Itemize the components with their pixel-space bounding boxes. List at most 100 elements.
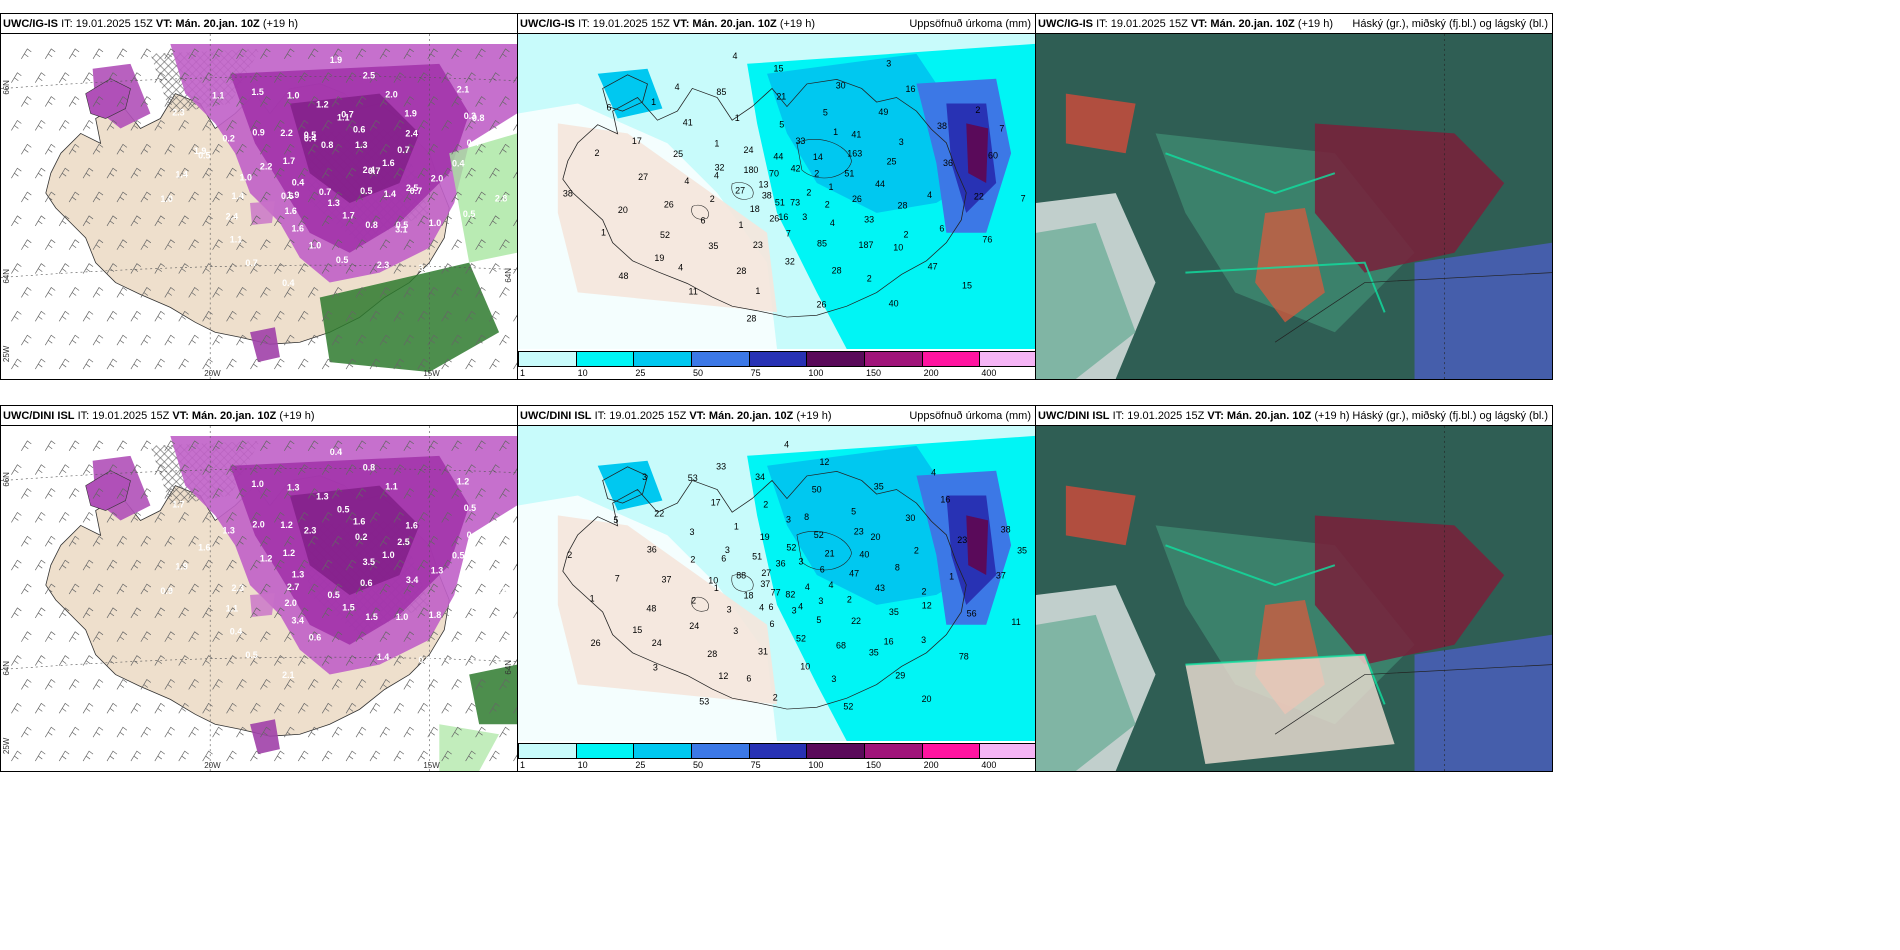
precip-value-label: 3 (690, 527, 695, 537)
precip-value-label: 2 (914, 545, 919, 555)
precip-value-label: 2 (595, 148, 600, 158)
snow-field (250, 593, 275, 617)
rain-field (469, 664, 517, 725)
precip-value-label: 3 (727, 604, 732, 614)
colorbar-tick-label: 200 (923, 760, 939, 770)
precip-value-label: 3 (725, 545, 730, 555)
precip-value-label: 41 (683, 118, 693, 128)
precip-value-label: 163 (847, 149, 862, 159)
snow-value-label: 0.4 (330, 447, 342, 457)
cloud-map-panel-ig: UWC/IG-IS IT: 19.01.2025 15Z VT: Mán. 20… (1035, 13, 1553, 380)
precip-value-label: 3 (899, 137, 904, 147)
precipitation-map[interactable]: 2 26 32 41 10 19 4 7 3 2 5 4 1 2 3 2 1 1 3 2 1 4 1 7 4 5 6 11 6 2 4 6 1 3… (518, 34, 1035, 349)
snow-value-label: 1.1 (337, 113, 349, 123)
snow-value-label: 0.6 (353, 125, 365, 135)
cloud-cover-map[interactable] (1036, 426, 1552, 771)
precip-value-label: 2 (847, 595, 852, 605)
snow-value-label: 0.4 (292, 178, 304, 188)
snow-value-label: 0.5 (360, 186, 372, 196)
cloud-cover-map[interactable] (1036, 34, 1552, 379)
precip-value-label: 8 (895, 562, 900, 572)
precip-value-label: 44 (875, 179, 885, 189)
precip-value-label: 4 (714, 171, 719, 181)
map-border (1274, 272, 1552, 343)
glacier-outline (796, 139, 853, 179)
precip-value-label: 24 (689, 621, 699, 631)
snow-value-label: 2.4 (226, 212, 238, 222)
precip-value-label: 2 (814, 168, 819, 178)
precip-value-label: 43 (875, 583, 885, 593)
panel-header: UWC/IG-IS IT: 19.01.2025 15Z VT: Mán. 20… (1, 14, 517, 34)
colorbar-swatch (518, 743, 577, 759)
precip-value-label: 18 (744, 590, 754, 600)
precip-value-label: 4 (759, 602, 764, 612)
snow-depth-map[interactable]: 20W 15W 66N 64N 25W 64N 2.4 1.9 1.1 0.5 0.5 0.3 0.4 0… (1, 34, 517, 379)
precip-value-label: 10 (708, 576, 718, 586)
precip-value-label: 38 (1001, 524, 1011, 534)
snow-value-label: 1.1 (385, 482, 397, 492)
precip-value-label: 23 (753, 240, 763, 250)
colorbar-swatch (633, 351, 692, 367)
map-canvas: 4432035153335310812125433123144625333652… (518, 426, 1035, 741)
precip-value-label: 20 (618, 205, 628, 215)
snow-value-label: 1.0 (240, 173, 252, 183)
mid-cloud (1414, 242, 1552, 379)
precip-value-label: 31 (758, 646, 768, 656)
snow-value-label: 0.6 (467, 530, 479, 540)
snow-map-panel-dini: UWC/DINI ISL IT: 19.01.2025 15Z VT: Mán.… (0, 405, 518, 772)
snow-value-label: 1.6 (292, 224, 304, 234)
westfjords (85, 470, 131, 511)
precip-value-label: 38 (762, 191, 772, 201)
precipitation-map[interactable]: 4 4 3 20 35 15 33 35 3 10 8 12 12 5 4 3 3 1 2 3 1 4 4 6 2 5 3 3 3 6 5 2… (518, 426, 1035, 741)
precip-value-label: 187 (859, 240, 874, 250)
colorbar-swatch (691, 351, 750, 367)
precip-value-label: 19 (760, 532, 770, 542)
high-cloud (1314, 515, 1505, 665)
precip-value-label: 24 (652, 638, 662, 648)
precip-value-label: 42 (791, 164, 801, 174)
precip-value-label: 15 (773, 64, 783, 74)
longitude-label: 15W (423, 369, 440, 378)
precip-value-label: 2 (710, 194, 715, 204)
precip-map-panel-ig: UWC/IG-IS IT: 19.01.2025 15Z VT: Mán. 20… (517, 13, 1036, 380)
snow-value-label: 0.4 (282, 278, 294, 288)
snow-value-label: 2.3 (304, 526, 316, 536)
longitude-label: 15W (423, 761, 440, 770)
cloud-edge (1165, 152, 1336, 195)
precip-value-label: 15 (632, 625, 642, 635)
snow-value-label: 1.1 (212, 90, 224, 100)
precip-value-label: 1 (651, 97, 656, 107)
snow-value-label: 1.6 (198, 542, 210, 552)
precip-value-label: 1 (590, 594, 595, 604)
colorbar-tick-label: 150 (866, 760, 882, 770)
precip-value-label: 44 (773, 151, 783, 161)
precip-value-label: 34 (755, 472, 765, 482)
colorbar-tick-label: 50 (693, 760, 704, 770)
snow-field (250, 327, 280, 363)
precip-value-label: 41 (851, 130, 861, 140)
snow-value-label: 1.6 (284, 206, 296, 216)
snow-value-label: 1.3 (292, 570, 304, 580)
snow-value-label: 2.5 (406, 183, 418, 193)
snow-map-panel-ig: UWC/IG-IS IT: 19.01.2025 15Z VT: Mán. 20… (0, 13, 518, 380)
snow-value-label: 2.8 (495, 193, 507, 203)
precip-value-label: 22 (654, 508, 664, 518)
snow-value-label: 0.4 (467, 138, 479, 148)
snow-value-label: 0.9 (160, 586, 172, 596)
precip-value-label: 3 (802, 212, 807, 222)
precip-value-label: 47 (849, 569, 859, 579)
glacier-outline (691, 597, 709, 612)
colorbar-tick-label: 25 (635, 760, 646, 770)
precip-value-label: 2 (567, 550, 572, 560)
snow-value-label: 1.8 (429, 610, 441, 620)
snow-depth-map[interactable]: 20W 15W 66N 64N 25W 64N 3.5 2.7 0.5 1.0 1.6 0.5 2.1 2… (1, 426, 517, 771)
precip-value-label: 18 (750, 204, 760, 214)
snow-value-label: 0.2 (222, 133, 234, 143)
precip-value-label: 52 (796, 633, 806, 643)
snow-value-label: 3.4 (418, 263, 430, 273)
precip-value-label: 12 (819, 457, 829, 467)
precip-value-label: 17 (632, 136, 642, 146)
precip-value-label: 21 (825, 548, 835, 558)
precip-value-label: 36 (647, 544, 657, 554)
snow-value-label: 1.1 (230, 234, 242, 244)
